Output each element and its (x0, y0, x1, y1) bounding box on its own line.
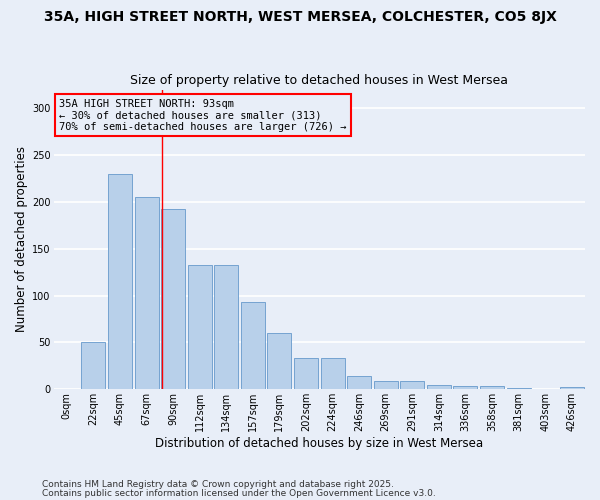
Bar (161, 210, 185, 390)
Bar (241, 302, 265, 390)
Bar (454, 386, 478, 390)
Title: Size of property relative to detached houses in West Mersea: Size of property relative to detached ho… (130, 74, 508, 87)
Bar (188, 264, 212, 390)
Bar (480, 386, 504, 390)
Bar (506, 388, 530, 390)
Bar (214, 264, 238, 390)
X-axis label: Distribution of detached houses by size in West Mersea: Distribution of detached houses by size … (155, 437, 484, 450)
Bar (374, 381, 398, 390)
Text: 35A HIGH STREET NORTH: 93sqm
← 30% of detached houses are smaller (313)
70% of s: 35A HIGH STREET NORTH: 93sqm ← 30% of de… (59, 98, 346, 132)
Bar (108, 174, 132, 390)
Text: Contains public sector information licensed under the Open Government Licence v3: Contains public sector information licen… (42, 490, 436, 498)
Bar (294, 358, 318, 390)
Bar (134, 198, 158, 390)
Y-axis label: Number of detached properties: Number of detached properties (15, 146, 28, 332)
Text: Contains HM Land Registry data © Crown copyright and database right 2025.: Contains HM Land Registry data © Crown c… (42, 480, 394, 489)
Bar (82, 342, 106, 390)
Bar (427, 384, 451, 390)
Bar (320, 358, 344, 390)
Bar (560, 388, 584, 390)
Bar (268, 333, 292, 390)
Bar (400, 381, 424, 390)
Bar (347, 376, 371, 390)
Text: 35A, HIGH STREET NORTH, WEST MERSEA, COLCHESTER, CO5 8JX: 35A, HIGH STREET NORTH, WEST MERSEA, COL… (44, 10, 556, 24)
